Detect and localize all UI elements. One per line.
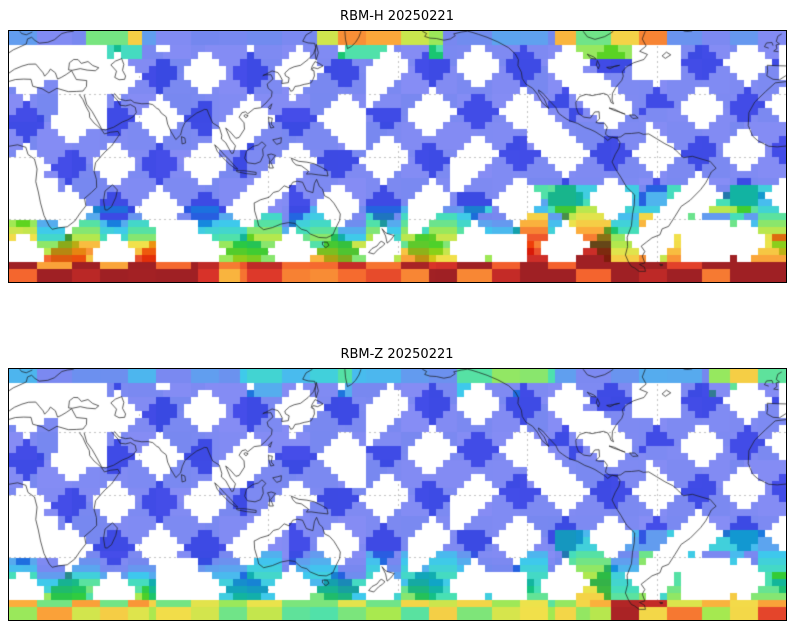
map-canvas-rbm-h	[9, 31, 786, 282]
plot-title-rbm-z: RBM-Z 20250221	[340, 347, 454, 362]
plot-title-rbm-h: RBM-H 20250221	[340, 9, 454, 24]
map-plot-rbm-z	[8, 368, 787, 621]
map-canvas-rbm-z	[9, 369, 786, 620]
map-plot-rbm-h	[8, 30, 787, 283]
